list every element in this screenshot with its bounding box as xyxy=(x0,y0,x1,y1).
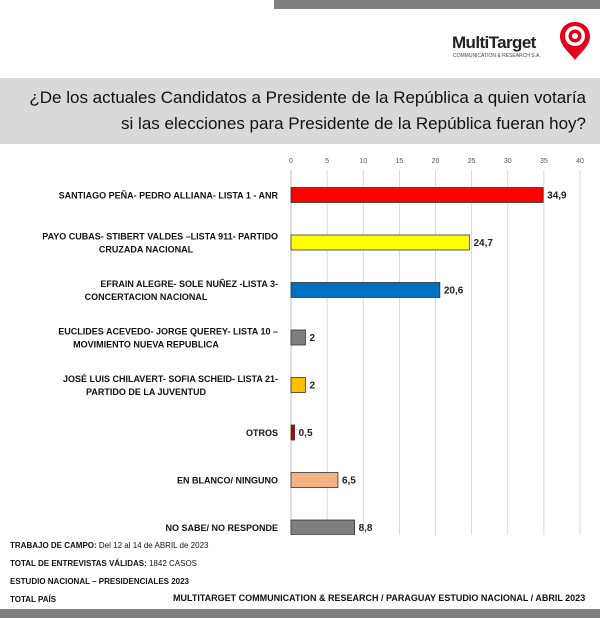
multitarget-logo: MultiTarget COMMUNICATION & RESEARCH S.A… xyxy=(452,20,592,68)
bar xyxy=(290,424,296,441)
x-tick-label: 15 xyxy=(395,158,403,165)
category-label: PAYO CUBAS- STIBERT VALDES –LISTA 911- P… xyxy=(42,232,278,242)
bar xyxy=(290,377,306,393)
bar xyxy=(290,234,470,251)
x-tick-label: 40 xyxy=(576,158,584,165)
category-label: JOSÉ LUIS CHILAVERT- SOFIA SCHEID- LISTA… xyxy=(63,374,278,384)
data-label: 8,8 xyxy=(359,523,373,534)
top-decorative-bar xyxy=(274,0,600,9)
bar xyxy=(290,282,441,298)
bar xyxy=(290,519,355,535)
x-tick-label: 30 xyxy=(504,158,512,165)
bar xyxy=(290,329,306,346)
chart-title: ¿De los actuales Candidatos a Presidente… xyxy=(29,88,586,133)
study-note: ESTUDIO NACIONAL – PRESIDENCIALES 2023 xyxy=(10,577,189,586)
x-tick-label: 20 xyxy=(432,158,440,165)
target-pin-icon xyxy=(560,22,590,60)
category-label: CRUZADA NACIONAL xyxy=(99,245,194,255)
x-tick-label: 5 xyxy=(325,158,329,165)
data-label: 2 xyxy=(309,381,315,392)
x-tick-label: 35 xyxy=(540,158,548,165)
bottom-decorative-bar xyxy=(0,609,600,618)
source-note: MULTITARGET COMMUNICATION & RESEARCH / P… xyxy=(173,593,586,603)
category-label: OTROS xyxy=(246,428,278,438)
question-banner: ¿De los actuales Candidatos a Presidente… xyxy=(0,78,600,144)
category-label: CONCERTACION NACIONAL xyxy=(85,292,208,302)
logo-wordmark: MultiTarget xyxy=(452,33,536,52)
category-label: EUCLIDES ACEVEDO- JORGE QUEREY- LISTA 10… xyxy=(58,327,278,337)
data-label: 34,9 xyxy=(547,191,567,202)
bar xyxy=(290,187,544,203)
fieldwork-label: TRABAJO DE CAMPO: xyxy=(10,541,97,550)
category-label: PARTIDO DE LA JUVENTUD xyxy=(86,387,207,397)
scope-note: TOTAL PAÍS xyxy=(10,595,56,604)
category-label: SANTIAGO PEÑA- PEDRO ALLIANA- LISTA 1 - … xyxy=(59,191,279,201)
interviews-label: TOTAL DE ENTREVISTAS VÁLIDAS: xyxy=(10,559,147,568)
x-tick-label: 25 xyxy=(468,158,476,165)
bar-chart: 0 5 10 15 20 25 30 35 40 34,9 SANTIAGO PEÑA- PEDRO… xyxy=(42,158,584,535)
data-label: 2 xyxy=(309,333,315,344)
data-label: 6,5 xyxy=(342,476,356,487)
interviews-note: TOTAL DE ENTREVISTAS VÁLIDAS: 1842 CASOS xyxy=(10,559,197,568)
data-label: 24,7 xyxy=(473,238,493,249)
category-label: NO SABE/ NO RESPONDE xyxy=(165,523,278,533)
interviews-value: 1842 CASOS xyxy=(148,559,198,568)
data-label: 20,6 xyxy=(444,286,464,297)
x-tick-label: 10 xyxy=(359,158,367,165)
bar xyxy=(290,472,339,488)
logo-subtitle: COMMUNICATION & RESEARCH S.A. xyxy=(453,53,541,59)
fieldwork-note: TRABAJO DE CAMPO: Del 12 al 14 de ABRIL … xyxy=(10,541,208,550)
category-label: EFRAIN ALEGRE- SOLE NUÑEZ -LISTA 3- xyxy=(100,279,278,289)
category-label: EN BLANCO/ NINGUNO xyxy=(177,476,278,486)
scope-text: TOTAL PAÍS xyxy=(10,595,57,604)
x-tick-label: 0 xyxy=(289,158,293,165)
data-label: 0,5 xyxy=(299,428,313,439)
fieldwork-value: Del 12 al 14 de ABRIL de 2023 xyxy=(98,541,209,550)
category-label: MOVIMIENTO NUEVA REPUBLICA xyxy=(73,340,219,350)
study-text: ESTUDIO NACIONAL – PRESIDENCIALES 2023 xyxy=(10,577,190,586)
